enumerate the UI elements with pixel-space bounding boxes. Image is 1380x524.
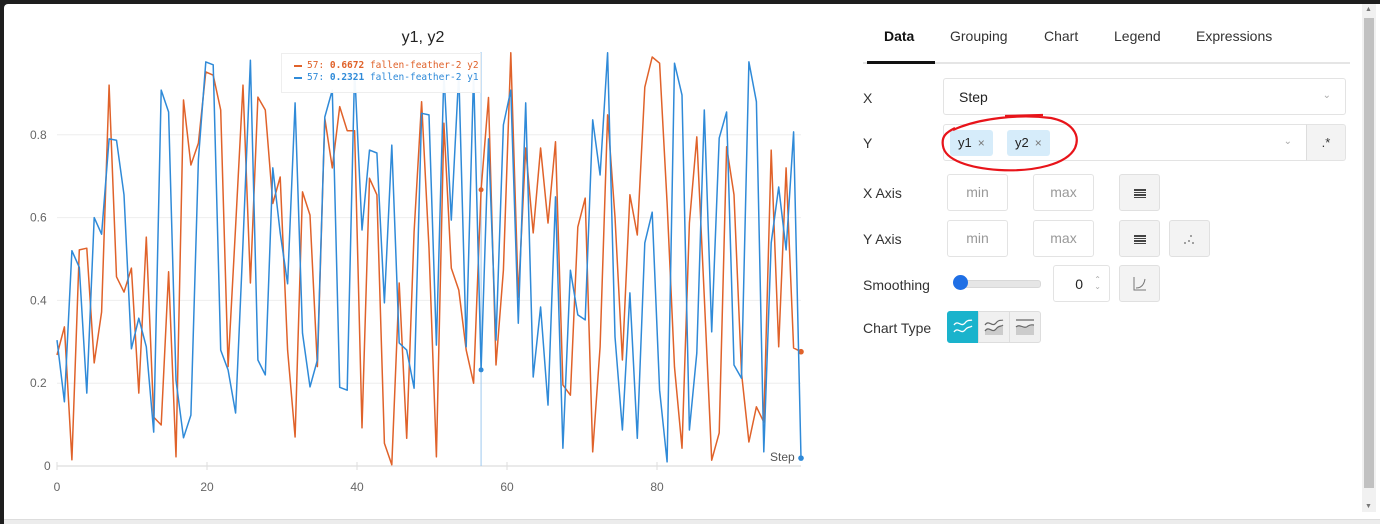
chart-type-label: Chart Type [863, 320, 932, 336]
remove-y1-icon[interactable]: × [977, 136, 985, 150]
scroll-up-icon[interactable]: ▲ [1365, 6, 1372, 13]
tab-grouping[interactable]: Grouping [950, 28, 1008, 44]
x-select-value: Step [959, 89, 988, 105]
stacked-area-icon [1015, 319, 1035, 335]
remove-y2-icon[interactable]: × [1034, 136, 1042, 150]
bars-icon [1134, 235, 1146, 244]
svg-text:20: 20 [200, 480, 214, 494]
regex-toggle-button[interactable]: .* [1306, 124, 1346, 161]
settings-tabs: Data Grouping Chart Legend Expressions [863, 28, 1350, 64]
tooltip-row-y2: 57: 0.6672 fallen-feather-2 y2 [294, 60, 480, 72]
smoothing-type-button[interactable] [1119, 265, 1160, 302]
window-bottom-edge [4, 519, 1380, 524]
x-select[interactable]: Step ⌄ [943, 78, 1346, 115]
stepper-icon[interactable]: ⌃ ⌄ [1094, 275, 1101, 291]
red-annotation-circle [941, 113, 1078, 172]
tab-chart[interactable]: Chart [1044, 28, 1079, 44]
scrollbar-thumb[interactable] [1364, 18, 1374, 488]
chevron-down-icon: ⌄ [1283, 136, 1292, 147]
series-color-swatch [294, 64, 302, 67]
x-label: X [863, 90, 873, 106]
y-axis-min-input[interactable]: min [947, 220, 1008, 257]
chevron-down-icon: ⌄ [1322, 90, 1331, 101]
tooltip-row-y1: 57: 0.2321 fallen-feather-2 y1 [294, 72, 480, 84]
smoothing-label: Smoothing [863, 277, 930, 293]
x-axis-label: X Axis [863, 185, 902, 201]
svg-text:0.4: 0.4 [30, 293, 47, 307]
x-axis-min-input[interactable]: min [947, 174, 1008, 211]
svg-text:0.2: 0.2 [30, 376, 47, 390]
chart-editor-window: y1, y2 0 0.2 0.4 0.6 0.8 0 20 40 60 80 57: 0.6672… [4, 4, 1380, 524]
svg-text:80: 80 [650, 480, 664, 494]
scroll-down-icon[interactable]: ▼ [1365, 503, 1372, 510]
svg-text:60: 60 [500, 480, 514, 494]
x-axis-title: Step [770, 450, 795, 464]
svg-text:0.6: 0.6 [30, 211, 47, 225]
chart-type-line-button[interactable] [947, 311, 979, 343]
y-chip-y2: y2 × [1007, 130, 1050, 156]
smoothing-number-input[interactable]: 0 ⌃ ⌄ [1053, 265, 1110, 302]
line-chart[interactable]: 0 0.2 0.4 0.6 0.8 0 20 40 60 80 [0, 0, 840, 516]
bars-icon [1134, 189, 1146, 198]
tab-legend[interactable]: Legend [1114, 28, 1161, 44]
hover-tooltip: 57: 0.6672 fallen-feather-2 y2 57: 0.232… [281, 53, 481, 93]
y-axis-max-input[interactable]: max [1033, 220, 1094, 257]
vertical-scrollbar[interactable]: ▲ ▼ [1362, 4, 1376, 512]
line-chart-icon [953, 319, 973, 333]
active-tab-indicator [867, 61, 935, 64]
y-axis-scale-button[interactable] [1119, 220, 1160, 257]
settings-panel: Data Grouping Chart Legend Expressions X… [859, 4, 1355, 520]
scatter-dots-icon [1184, 235, 1194, 244]
series-color-swatch [294, 76, 302, 79]
smoothing-slider-handle[interactable] [953, 275, 968, 290]
curve-icon [1133, 277, 1146, 291]
svg-text:0: 0 [44, 459, 51, 473]
y-axis-log-button[interactable] [1169, 220, 1210, 257]
y-label: Y [863, 135, 873, 151]
y-axis-label: Y Axis [863, 231, 902, 247]
y-chip-y1: y1 × [950, 130, 993, 156]
area-chart-icon [984, 319, 1004, 335]
chart-type-percent-area-button[interactable] [1009, 311, 1041, 343]
chart-panel: y1, y2 0 0.2 0.4 0.6 0.8 0 20 40 60 80 57: 0.6672… [4, 4, 844, 520]
svg-text:0.8: 0.8 [30, 128, 47, 142]
svg-text:0: 0 [54, 480, 61, 494]
tab-expressions[interactable]: Expressions [1196, 28, 1273, 44]
tab-data[interactable]: Data [884, 28, 915, 44]
smoothing-slider-track[interactable] [959, 280, 1041, 288]
x-axis-max-input[interactable]: max [1033, 174, 1094, 211]
chart-type-area-button[interactable] [978, 311, 1010, 343]
chart-title: y1, y2 [401, 29, 445, 46]
x-axis-scale-button[interactable] [1119, 174, 1160, 211]
svg-text:40: 40 [350, 480, 364, 494]
